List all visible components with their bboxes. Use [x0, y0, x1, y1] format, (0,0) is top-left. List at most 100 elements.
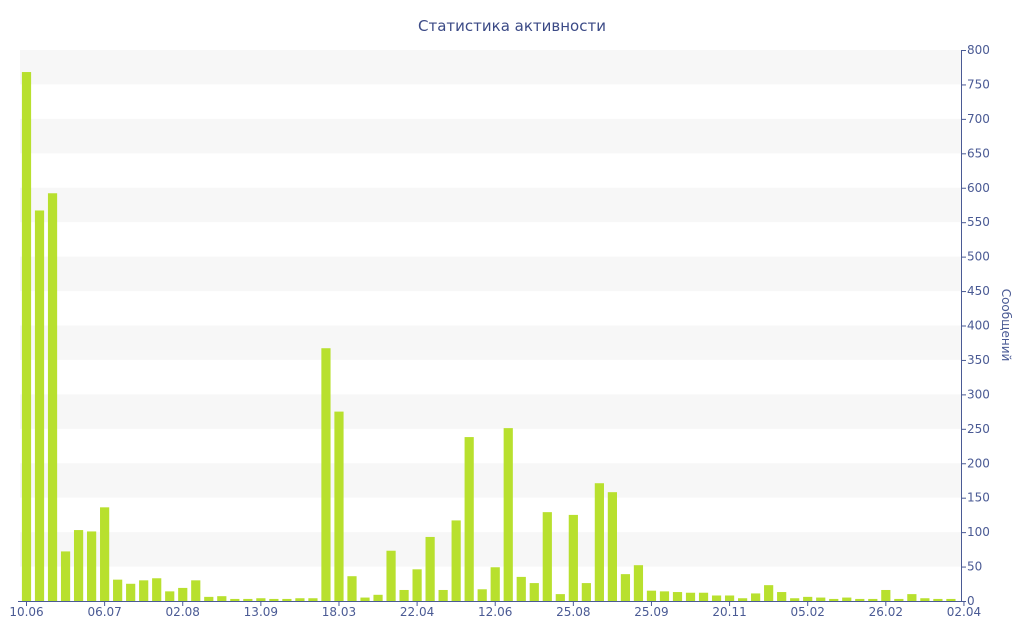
x-tick-label: 06.07: [87, 605, 121, 619]
x-tick-label: 12.06: [478, 605, 512, 619]
x-tick-label: 26.02: [869, 605, 903, 619]
bar: [894, 598, 904, 601]
grid-bands: [20, 50, 961, 567]
bar: [620, 574, 631, 601]
bar: [386, 550, 396, 601]
bars-group: [21, 72, 956, 602]
bar: [21, 72, 32, 602]
bar: [672, 592, 683, 601]
bar: [555, 594, 565, 601]
bar: [568, 514, 578, 601]
y-tick-label: 100: [967, 525, 990, 539]
grid-band: [20, 256, 961, 292]
y-tick-label: 450: [967, 284, 990, 298]
x-tick-label: 18.03: [322, 605, 356, 619]
y-tick-label: 550: [967, 215, 990, 229]
x-tick-label: 02.04: [947, 605, 981, 619]
y-tick-label: 400: [967, 319, 990, 333]
bar: [204, 596, 214, 601]
bar: [646, 590, 657, 601]
grid-band: [20, 532, 961, 567]
grid-band: [20, 325, 961, 360]
bar: [581, 583, 591, 601]
bar: [711, 595, 722, 601]
bar: [399, 589, 409, 601]
bar: [933, 598, 943, 601]
x-tick-label: 05.02: [791, 605, 825, 619]
bar: [724, 595, 735, 601]
bar: [230, 598, 240, 601]
bar: [87, 531, 97, 601]
axes-group: 0 50 100 150 200 250 300 350 400 450 500 550 600 650 7…: [9, 43, 990, 619]
bar: [347, 576, 357, 601]
bar: [777, 592, 787, 601]
bar: [217, 596, 227, 601]
x-tick-label: 02.08: [166, 605, 200, 619]
bar: [308, 598, 318, 601]
bar: [633, 565, 644, 601]
y-tick-label: 750: [967, 77, 990, 91]
bar: [451, 520, 461, 601]
y-tick-label: 200: [967, 456, 990, 470]
bar: [178, 587, 188, 601]
x-tick-label: 20.11: [712, 605, 746, 619]
bar: [607, 492, 617, 601]
x-tick-label: 25.08: [556, 605, 590, 619]
bar: [60, 551, 71, 601]
bar: [34, 210, 45, 601]
y-tick-label: 50: [967, 560, 982, 574]
bar: [321, 348, 331, 601]
bar: [100, 507, 110, 601]
bar: [425, 536, 435, 601]
grid-band: [20, 118, 961, 154]
bar: [412, 569, 422, 601]
grid-band: [20, 50, 961, 85]
grid-band: [20, 463, 961, 498]
bar: [542, 512, 552, 601]
bar: [594, 483, 604, 601]
bar: [829, 598, 839, 601]
bar: [698, 592, 709, 601]
bar: [946, 598, 956, 601]
bar: [516, 576, 526, 601]
bar: [868, 598, 878, 601]
bar: [256, 598, 266, 601]
bar: [881, 589, 891, 601]
bar: [47, 193, 58, 601]
bar: [152, 578, 162, 601]
bar: [764, 585, 774, 601]
bar: [855, 598, 865, 601]
bar: [816, 597, 826, 601]
bar: [464, 437, 474, 601]
bar: [803, 596, 813, 601]
y-tick-label: 300: [967, 387, 990, 401]
y-tick-label: 600: [967, 181, 990, 195]
bar: [334, 411, 344, 601]
x-tick-label: 22.04: [400, 605, 434, 619]
y-tick-label: 800: [967, 43, 990, 57]
bar: [191, 580, 201, 601]
bar: [659, 591, 670, 601]
bar: [842, 597, 852, 601]
x-tick-label: 10.06: [9, 605, 43, 619]
bar: [295, 598, 305, 601]
bar: [282, 598, 292, 601]
bar: [490, 567, 500, 601]
bar: [503, 428, 513, 601]
bar: [243, 598, 253, 601]
bar: [113, 579, 123, 601]
x-tick-label: 13.09: [244, 605, 278, 619]
bar: [139, 580, 149, 601]
bar: [920, 598, 930, 601]
bar: [529, 583, 539, 601]
bar: [438, 589, 448, 601]
bar: [685, 592, 696, 601]
y-axis-title: Сообщений: [999, 289, 1013, 362]
bar: [790, 598, 800, 601]
bar: [477, 589, 487, 601]
y-tick-label: 250: [967, 422, 990, 436]
bar: [373, 594, 383, 601]
bar: [269, 598, 279, 601]
